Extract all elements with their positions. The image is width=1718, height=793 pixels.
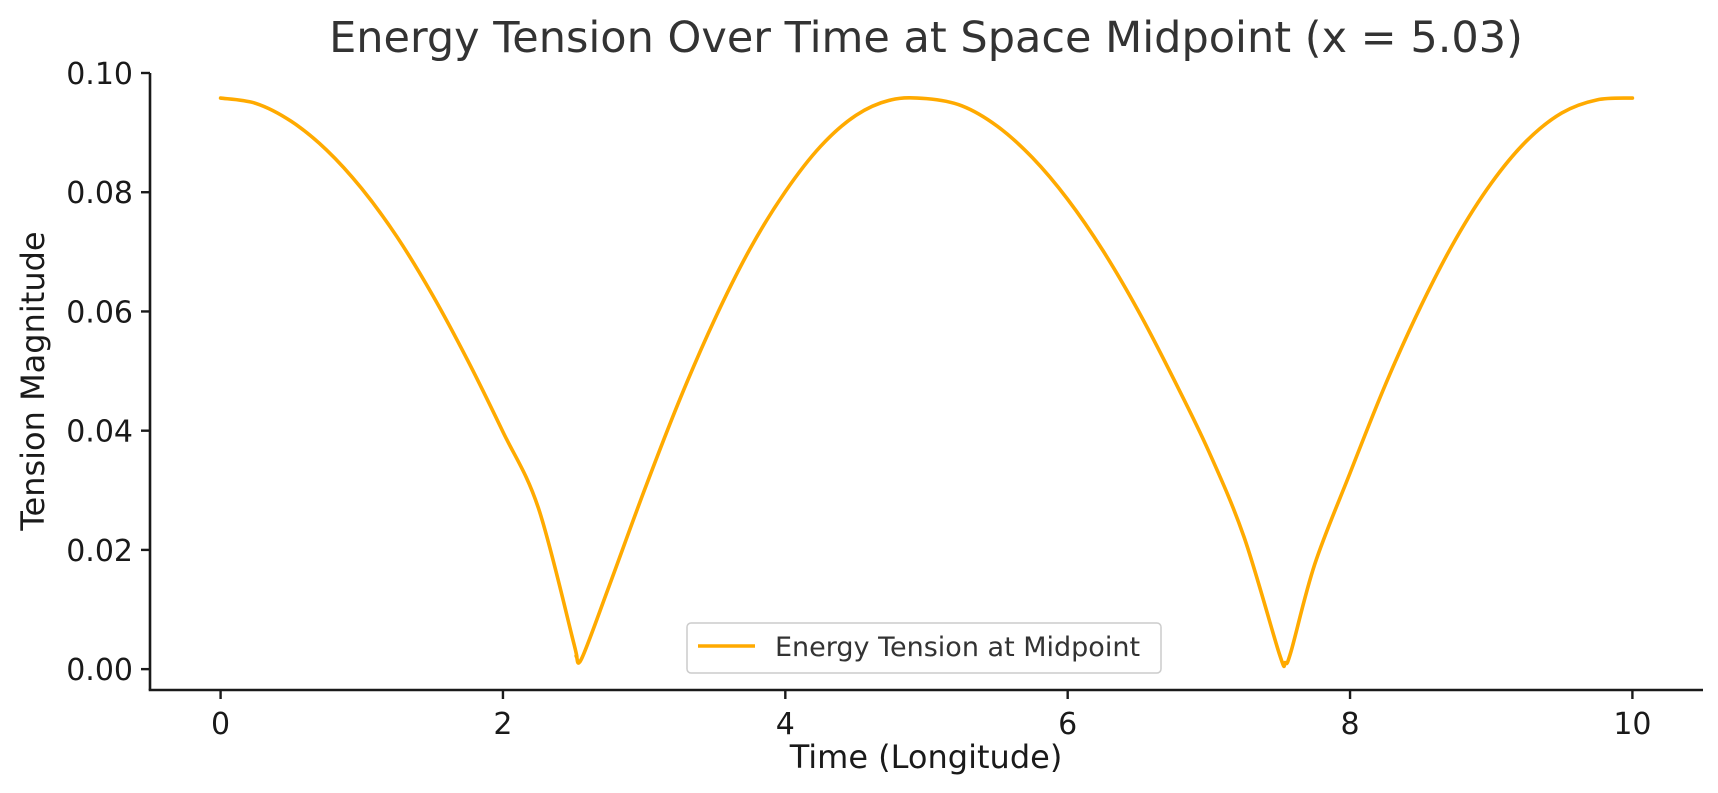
y-tick-label: 0.02 <box>66 534 133 569</box>
series-line-energy-tension <box>218 96 1635 669</box>
legend-frame <box>686 622 1162 674</box>
y-axis-label: Tension Magnitude <box>14 231 52 531</box>
y-tick-label: 0.06 <box>66 295 133 330</box>
y-tick-label: 0.00 <box>66 653 133 688</box>
x-axis-label: Time (Longitude) <box>789 738 1063 776</box>
y-tick-label: 0.10 <box>66 57 133 92</box>
y-tick-label: 0.04 <box>66 415 133 450</box>
chart-title: Energy Tension Over Time at Space Midpoi… <box>329 13 1523 63</box>
legend: Energy Tension at Midpoint <box>686 622 1162 674</box>
x-tick-label: 6 <box>1058 707 1077 742</box>
x-tick-label: 4 <box>776 707 795 742</box>
legend-label: Energy Tension at Midpoint <box>775 632 1140 663</box>
x-tick-label: 2 <box>493 707 512 742</box>
x-tick-label: 10 <box>1613 707 1651 742</box>
x-tick-label: 8 <box>1340 707 1359 742</box>
x-tick-label: 0 <box>211 707 230 742</box>
y-tick-label: 0.08 <box>66 176 133 211</box>
x-axis-ticks: 0 2 4 6 8 10 <box>211 690 1652 742</box>
axes <box>148 73 1703 692</box>
y-axis-ticks: 0.00 0.02 0.04 0.06 0.08 0.10 <box>66 57 150 688</box>
